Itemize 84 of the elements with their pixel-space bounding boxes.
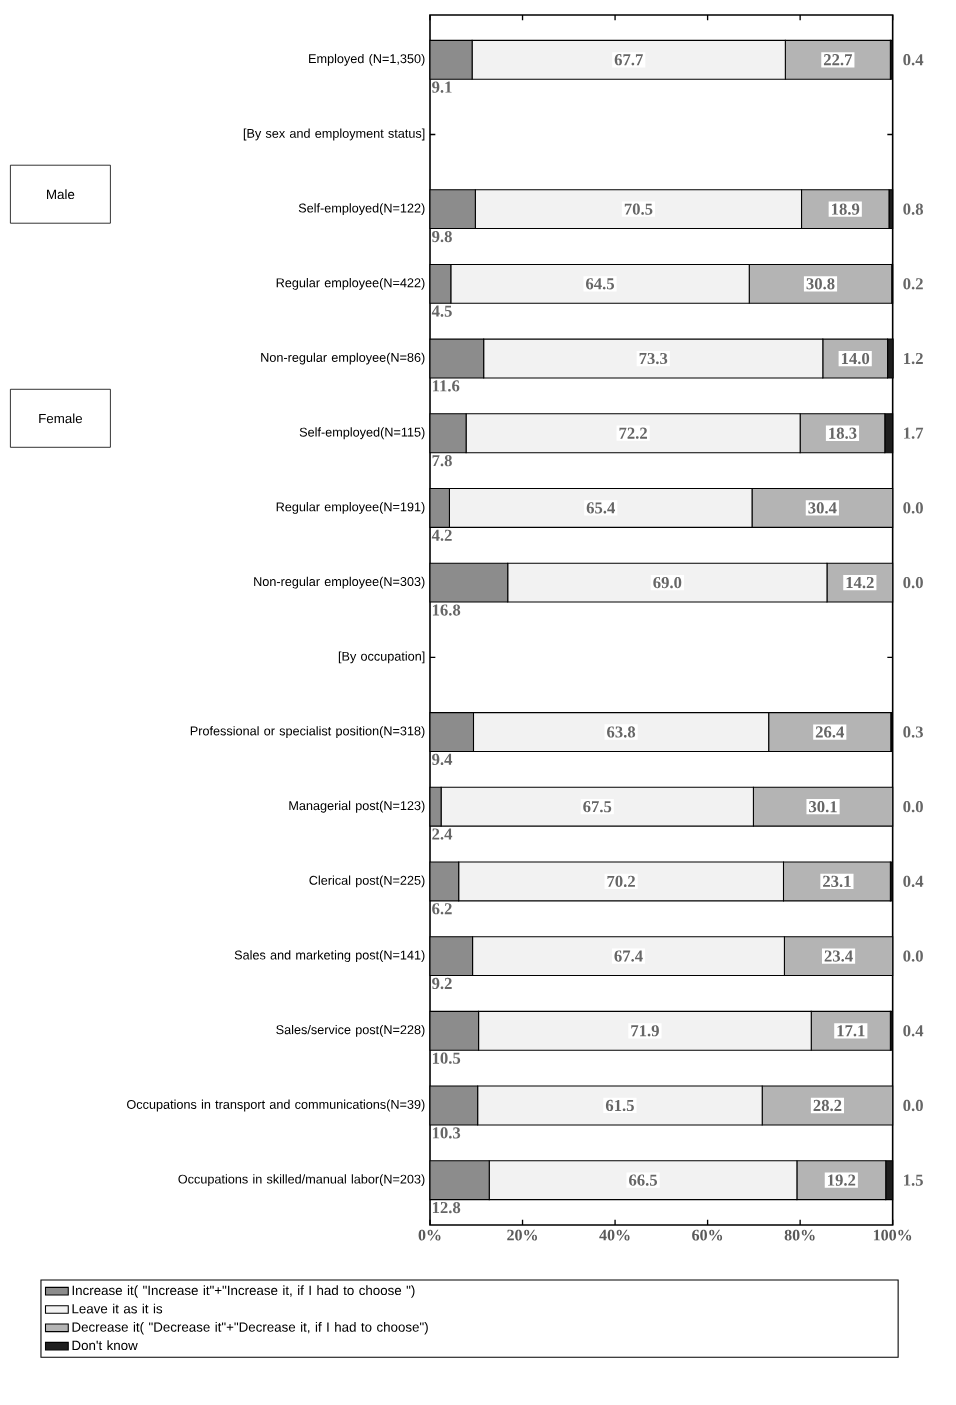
y-tick-label: [By sex and employment status] bbox=[243, 128, 425, 141]
y-tick-label: Professional or specialist position(N=318) bbox=[190, 726, 425, 738]
data-label: 4.5 bbox=[431, 305, 452, 317]
data-label: 0.0 bbox=[903, 950, 923, 962]
data-label: 0.0 bbox=[903, 502, 923, 514]
x-tick-label: 100% bbox=[873, 1229, 912, 1241]
y-tick-label: Employed (N=1,350) bbox=[309, 53, 425, 66]
text: Female bbox=[39, 413, 83, 424]
data-label: 18.3 bbox=[829, 427, 857, 439]
x-tick-label: 40% bbox=[599, 1229, 630, 1241]
y-tick-label: Self-employed(N=115) bbox=[299, 427, 425, 440]
data-label: 4.2 bbox=[431, 529, 452, 541]
data-label: 7.8 bbox=[432, 455, 452, 467]
y-tick-label: Regular employee(N=191) bbox=[276, 502, 425, 514]
y-tick-label: [By occupation] bbox=[338, 651, 425, 664]
y-tick-label: Sales/service post(N=228) bbox=[276, 1024, 425, 1037]
data-label: 19.2 bbox=[828, 1174, 856, 1186]
data-label: 0.8 bbox=[903, 203, 923, 215]
data-label: 70.5 bbox=[624, 203, 653, 215]
data-label: 0.4 bbox=[903, 54, 924, 66]
data-label: 64.5 bbox=[586, 278, 614, 290]
data-label: 23.4 bbox=[824, 950, 853, 962]
data-label: 0.0 bbox=[903, 801, 923, 813]
data-label: 16.8 bbox=[432, 604, 461, 616]
data-label: 70.2 bbox=[607, 875, 635, 888]
x-tick-label: 0% bbox=[418, 1229, 441, 1241]
data-label: 23.1 bbox=[823, 875, 851, 888]
y-tick-label: Occupations in skilled/manual labor(N=203) bbox=[178, 1174, 425, 1187]
data-label: 14.2 bbox=[846, 576, 874, 589]
data-label: 10.5 bbox=[432, 1052, 461, 1064]
y-tick-label: Sales and marketing post(N=141) bbox=[234, 950, 425, 963]
data-label: 6.2 bbox=[432, 903, 452, 915]
y-tick-label: Occupations in transport and communications(N=39) bbox=[127, 1099, 425, 1112]
data-label: 72.2 bbox=[619, 427, 647, 439]
data-label: 9.4 bbox=[432, 753, 453, 766]
y-tick-label: Clerical post(N=225) bbox=[309, 875, 425, 888]
data-label: 17.1 bbox=[837, 1025, 865, 1037]
data-label: 65.4 bbox=[586, 502, 616, 514]
data-label: 1.5 bbox=[904, 1174, 923, 1186]
data-label: 67.7 bbox=[614, 54, 643, 66]
y-tick-label: Non-regular employee(N=303) bbox=[254, 576, 425, 589]
legend-label: Leave it as it is bbox=[72, 1303, 163, 1314]
data-label: 63.8 bbox=[607, 726, 636, 738]
data-label: 10.3 bbox=[432, 1127, 461, 1139]
text: Male bbox=[47, 189, 75, 200]
y-tick-label: Regular employee(N=422) bbox=[276, 277, 425, 290]
data-label: 26.4 bbox=[815, 726, 845, 738]
data-label: 1.2 bbox=[904, 352, 923, 365]
data-label: 18.9 bbox=[832, 203, 860, 215]
x-tick-label: 20% bbox=[507, 1229, 538, 1241]
data-label: 67.4 bbox=[614, 950, 643, 962]
y-tick-label: Non-regular employee(N=86) bbox=[261, 352, 425, 365]
data-label: 30.4 bbox=[808, 502, 837, 514]
data-label: 1.7 bbox=[904, 427, 924, 439]
data-label: 2.4 bbox=[432, 828, 453, 840]
data-label: 67.5 bbox=[583, 801, 612, 813]
data-label: 0.0 bbox=[903, 576, 923, 589]
data-label: 9.2 bbox=[432, 977, 452, 990]
data-label: 14.0 bbox=[841, 352, 870, 365]
y-tick-label: Managerial post(N=123) bbox=[289, 800, 425, 813]
data-label: 9.8 bbox=[432, 230, 452, 243]
x-tick-label: 60% bbox=[692, 1229, 723, 1241]
data-label: 0.2 bbox=[903, 278, 923, 290]
data-label: 73.3 bbox=[639, 352, 668, 365]
data-label: 11.6 bbox=[432, 380, 460, 392]
data-label: 22.7 bbox=[823, 54, 853, 66]
data-label: 28.2 bbox=[813, 1099, 842, 1112]
legend-label: Don't know bbox=[72, 1340, 138, 1351]
data-label: 0.0 bbox=[903, 1099, 923, 1112]
data-label: 0.3 bbox=[903, 726, 923, 738]
data-label: 9.1 bbox=[432, 81, 452, 93]
legend-label: Decrease it( "Decrease it"+"Decrease it, if I had to choose") bbox=[72, 1321, 428, 1335]
legend-label: Increase it( "Increase it"+"Increase it, if I had to choose ") bbox=[72, 1285, 415, 1298]
data-label: 0.4 bbox=[903, 1025, 924, 1037]
x-tick-label: 80% bbox=[784, 1229, 815, 1241]
data-label: 71.9 bbox=[631, 1025, 659, 1037]
data-label: 12.8 bbox=[432, 1201, 461, 1214]
y-tick-label: Self-employed(N=122) bbox=[298, 203, 425, 216]
data-label: 61.5 bbox=[605, 1099, 634, 1112]
data-label: 30.1 bbox=[809, 801, 837, 813]
data-label: 0.4 bbox=[903, 875, 924, 888]
data-label: 30.8 bbox=[806, 278, 835, 290]
data-label: 69.0 bbox=[653, 576, 682, 589]
data-label: 66.5 bbox=[629, 1174, 658, 1186]
